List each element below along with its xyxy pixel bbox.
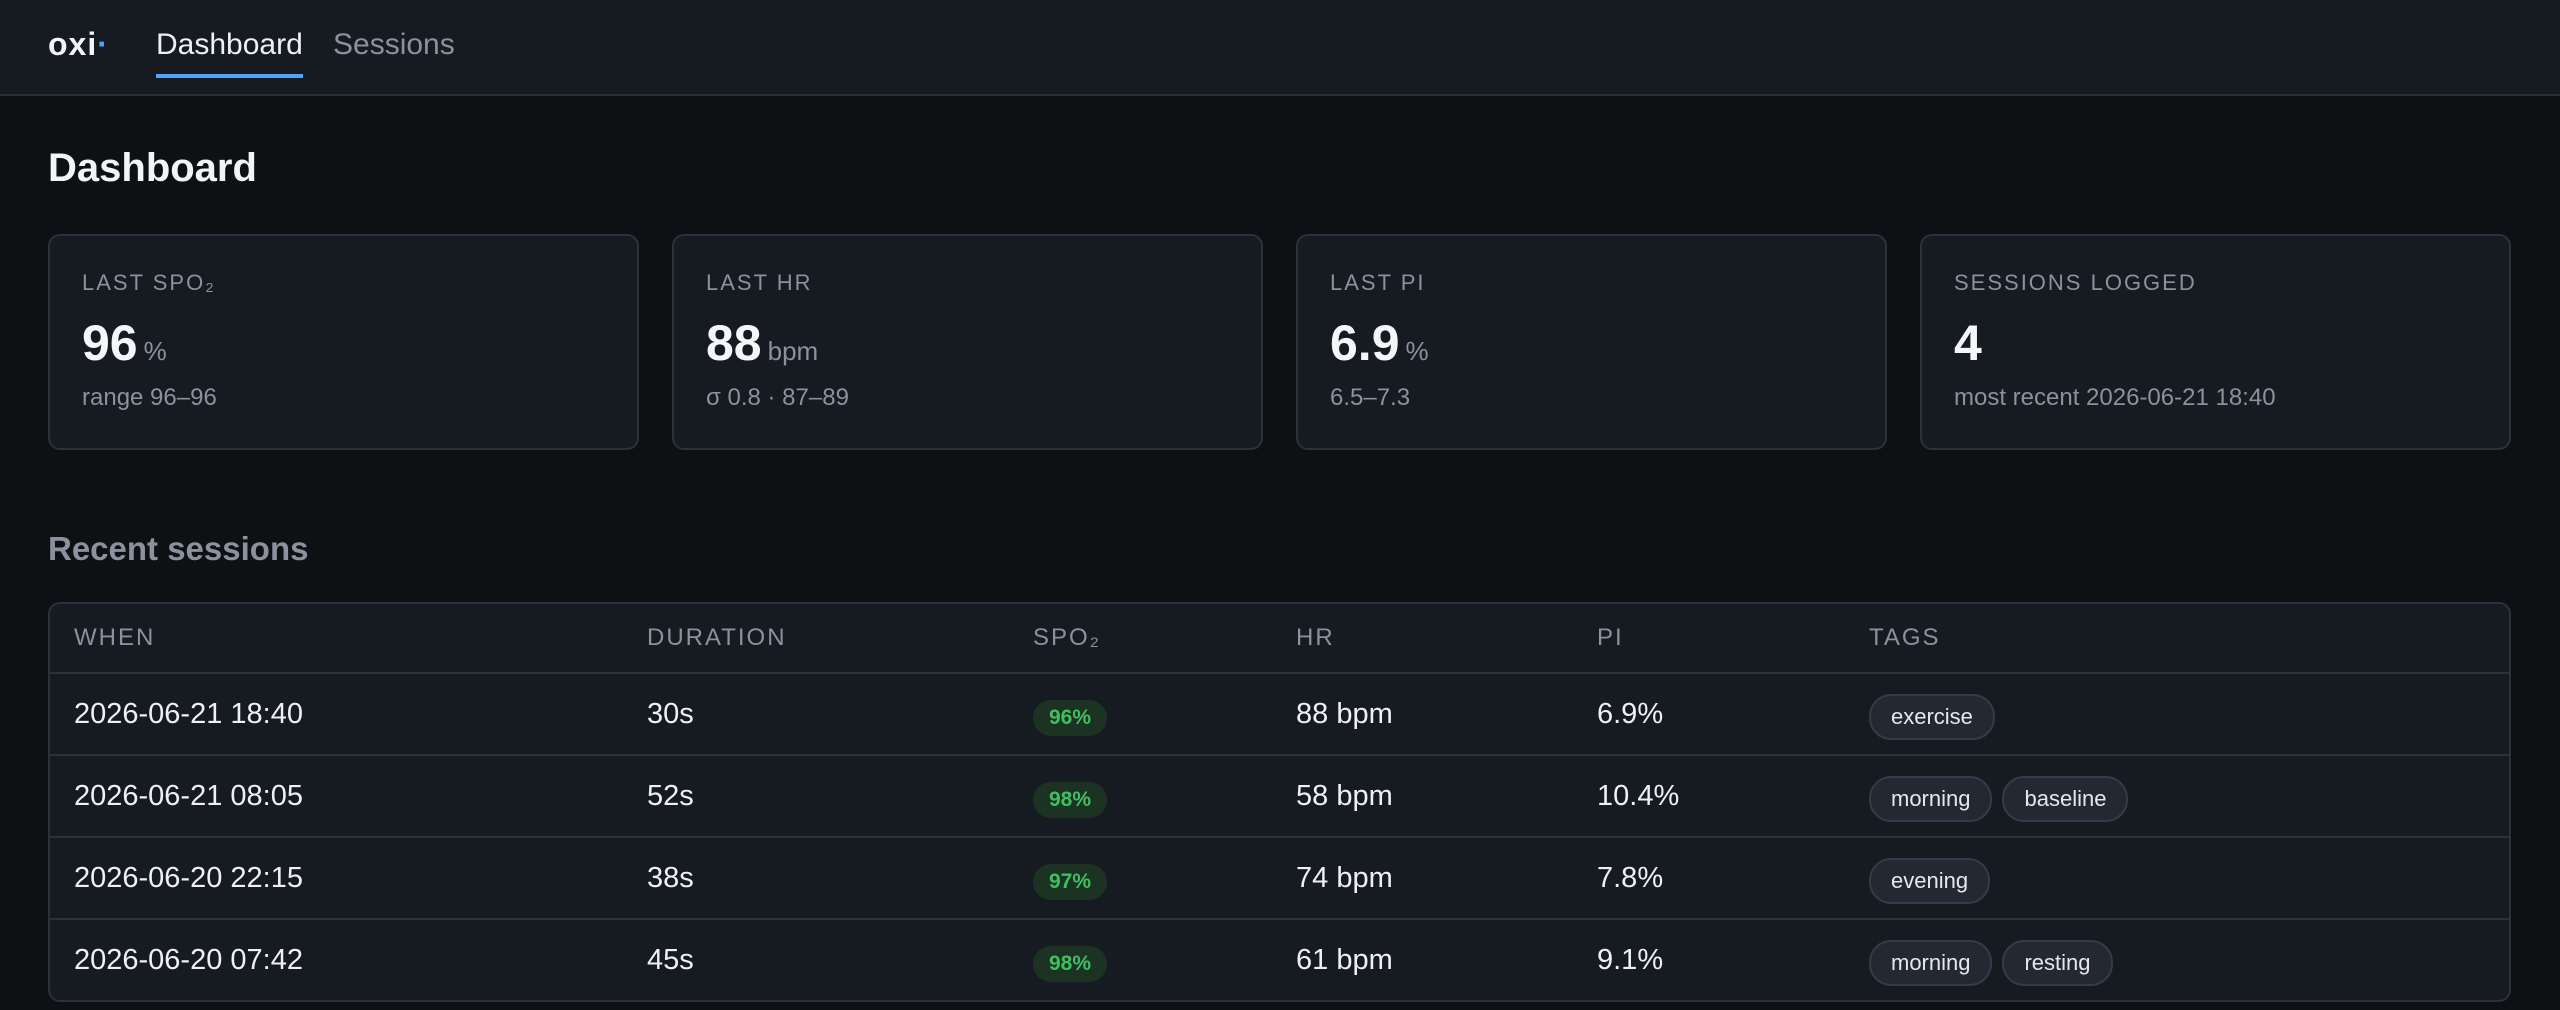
stat-value: 4: [1954, 315, 1982, 371]
stat-subtext: range 96–96: [82, 384, 217, 411]
table-row[interactable]: 2026-06-21 08:05 52s 98% 58 bpm 10.4% mo…: [50, 756, 2509, 838]
cell-when: 2026-06-21 18:40: [74, 698, 303, 730]
header-duration[interactable]: DURATION: [647, 624, 787, 651]
stat-subtext: most recent 2026-06-21 18:40: [1954, 384, 2276, 411]
cell-when: 2026-06-20 07:42: [74, 944, 303, 976]
table-header: WHEN DURATION SPO₂ HR PI TAGS: [50, 604, 2509, 674]
cell-duration: 45s: [647, 944, 694, 976]
stat-value-wrap: 6.9%: [1330, 314, 1429, 372]
page-title: Dashboard: [48, 146, 257, 190]
cell-tags: exercise: [1869, 694, 1995, 740]
tab-dashboard[interactable]: Dashboard: [156, 28, 303, 78]
stat-unit: bpm: [767, 336, 819, 366]
tag-chip[interactable]: resting: [2002, 940, 2113, 986]
table-row[interactable]: 2026-06-20 22:15 38s 97% 74 bpm 7.8% eve…: [50, 838, 2509, 920]
spo2-badge: 96%: [1033, 700, 1108, 736]
tag-chip[interactable]: baseline: [2002, 776, 2129, 822]
stat-value-wrap: 4: [1954, 314, 1988, 372]
header-hr[interactable]: HR: [1296, 624, 1335, 651]
logo-dot: ·: [97, 26, 109, 62]
header-spo2[interactable]: SPO₂: [1033, 624, 1101, 651]
cell-hr: 61 bpm: [1296, 944, 1393, 976]
tab-sessions[interactable]: Sessions: [333, 28, 455, 61]
cell-tags: morning resting: [1869, 940, 2113, 986]
cell-pi: 7.8%: [1597, 862, 1664, 894]
stat-value: 88: [706, 315, 762, 371]
stat-card-sessions-logged: SESSIONS LOGGED 4 most recent 2026-06-21…: [1920, 234, 2511, 450]
header-when[interactable]: WHEN: [74, 624, 156, 651]
stat-label: LAST PI: [1330, 270, 1426, 295]
stat-value: 96: [82, 315, 138, 371]
stat-value-wrap: 96%: [82, 314, 167, 372]
stat-label: LAST SPO₂: [82, 270, 216, 295]
stat-label: SESSIONS LOGGED: [1954, 270, 2197, 295]
header-pi[interactable]: PI: [1597, 624, 1624, 651]
cell-pi: 10.4%: [1597, 780, 1680, 812]
logo-text: oxi: [48, 26, 98, 62]
tag-chip[interactable]: morning: [1869, 940, 1993, 986]
stat-unit: %: [1405, 336, 1429, 366]
sessions-table: WHEN DURATION SPO₂ HR PI TAGS 2026-06-21…: [48, 602, 2511, 1002]
stat-value: 6.9: [1330, 315, 1400, 371]
cell-pi: 9.1%: [1597, 944, 1664, 976]
tag-chip[interactable]: exercise: [1869, 694, 1995, 740]
spo2-badge: 98%: [1033, 782, 1108, 818]
cell-tags: morning baseline: [1869, 776, 2129, 822]
cell-when: 2026-06-21 08:05: [74, 780, 303, 812]
tag-chip[interactable]: morning: [1869, 776, 1993, 822]
stat-card-last-spo2: LAST SPO₂ 96% range 96–96: [48, 234, 639, 450]
stat-subtext: σ 0.8 · 87–89: [706, 384, 849, 411]
spo2-badge: 98%: [1033, 946, 1108, 982]
top-nav-bar: oxi· Dashboard Sessions: [0, 0, 2560, 96]
stat-value-wrap: 88 bpm: [706, 314, 818, 372]
cell-hr: 88 bpm: [1296, 698, 1393, 730]
table-row[interactable]: 2026-06-21 18:40 30s 96% 88 bpm 6.9% exe…: [50, 674, 2509, 756]
recent-sessions-title: Recent sessions: [48, 530, 309, 567]
cell-tags: evening: [1869, 858, 1991, 904]
spo2-badge: 97%: [1033, 864, 1108, 900]
stat-subtext: 6.5–7.3: [1330, 384, 1411, 411]
table-row[interactable]: 2026-06-20 07:42 45s 98% 61 bpm 9.1% mor…: [50, 920, 2509, 1000]
cell-pi: 6.9%: [1597, 698, 1664, 730]
app-logo[interactable]: oxi·: [48, 26, 109, 63]
cell-duration: 38s: [647, 862, 694, 894]
stat-card-last-pi: LAST PI 6.9% 6.5–7.3: [1296, 234, 1887, 450]
cell-duration: 52s: [647, 780, 694, 812]
stat-unit: %: [143, 336, 167, 366]
stat-label: LAST HR: [706, 270, 813, 295]
cell-duration: 30s: [647, 698, 694, 730]
cell-when: 2026-06-20 22:15: [74, 862, 303, 894]
cell-hr: 74 bpm: [1296, 862, 1393, 894]
stat-card-last-hr: LAST HR 88 bpm σ 0.8 · 87–89: [672, 234, 1263, 450]
tag-chip[interactable]: evening: [1869, 858, 1991, 904]
cell-hr: 58 bpm: [1296, 780, 1393, 812]
header-tags: TAGS: [1869, 624, 1941, 651]
